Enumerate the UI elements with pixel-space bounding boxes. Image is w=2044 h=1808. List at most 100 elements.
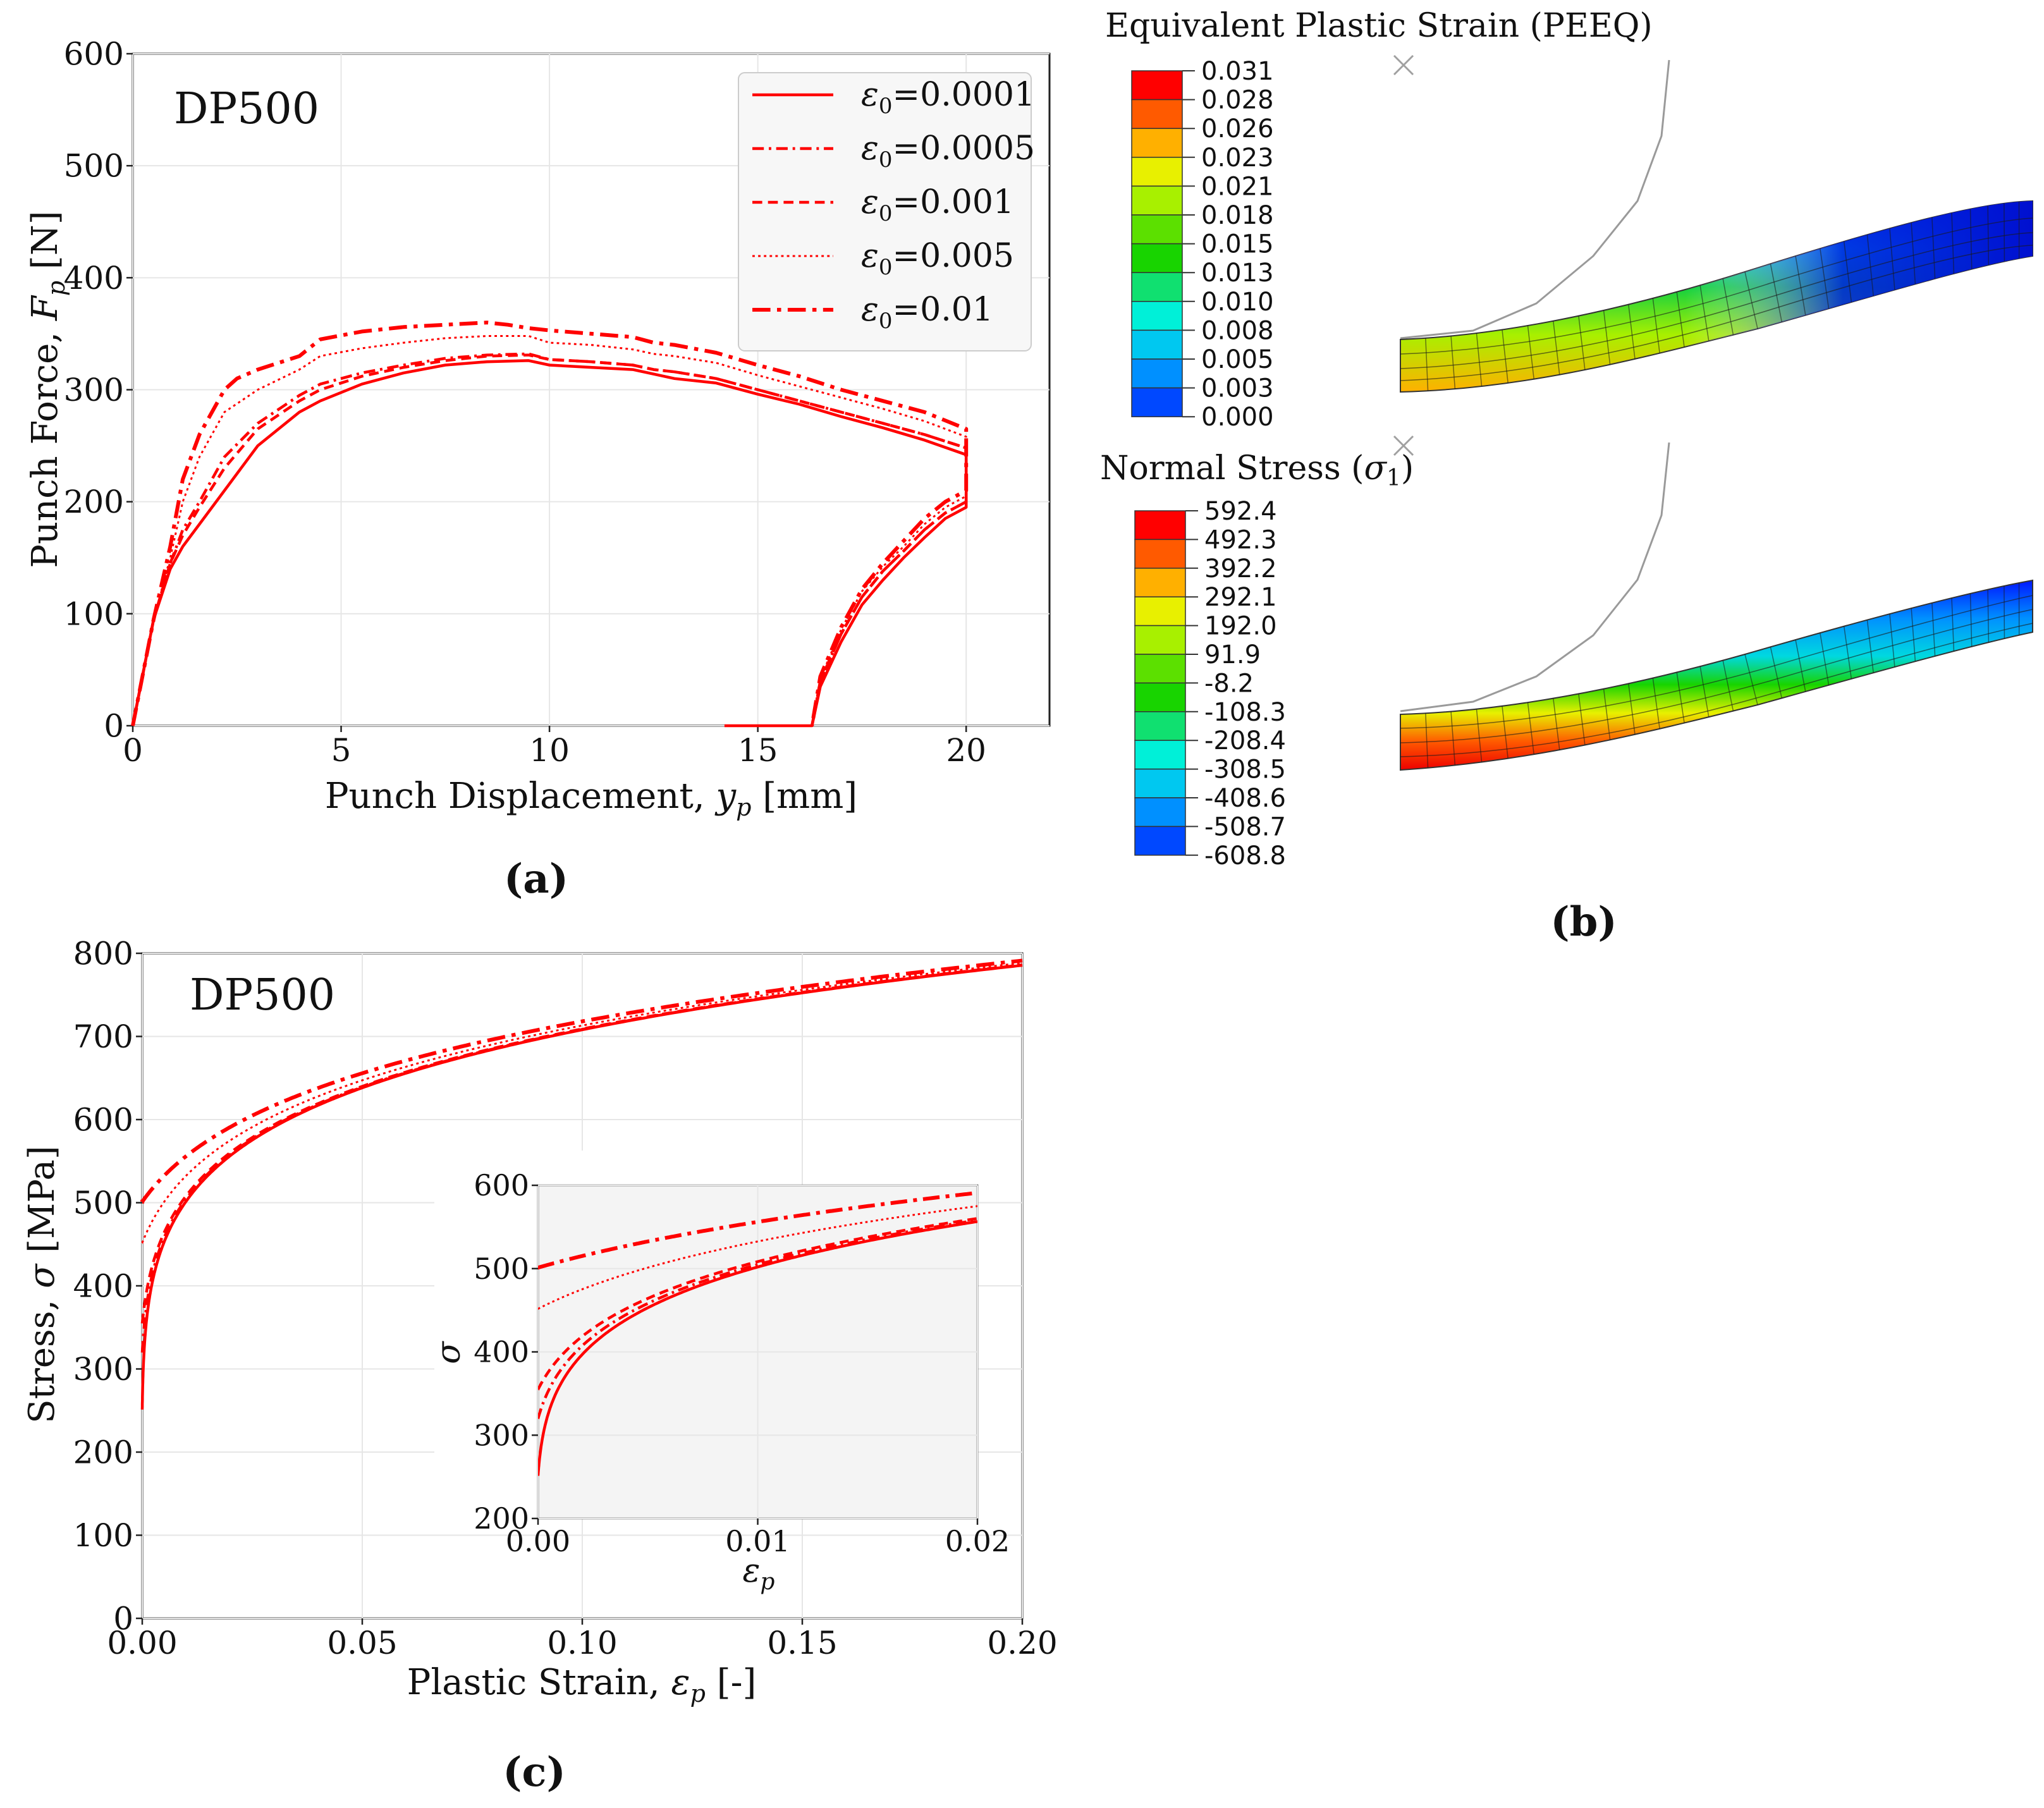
mesh-element-edge [1527, 702, 1534, 755]
inset-series-4 [538, 1205, 977, 1310]
stress-swatch-3 [1134, 568, 1186, 597]
mesh-element-edge [1843, 241, 1852, 303]
inset-ytick-label: 300 [474, 1418, 529, 1452]
panel-a-ytick-label: 300 [64, 372, 124, 408]
mesh-element-edge [1425, 713, 1429, 768]
peeq-swatch-6 [1131, 214, 1183, 245]
inset-ylabel: σ [430, 1341, 468, 1364]
panel-a-series-2 [131, 352, 968, 726]
mesh-element-edge [2004, 203, 2005, 262]
reference-point-2 [1393, 435, 1414, 456]
mesh-element-edge [1699, 666, 1710, 718]
punch-outline-2 [1400, 442, 1670, 712]
peeq-swatch-1 [1131, 70, 1183, 101]
peeq-value-13: 0.000 [1201, 403, 1274, 432]
mesh-element-edge [1628, 304, 1636, 359]
mesh-element-edge [1931, 602, 1936, 656]
inset-series-3 [538, 1217, 977, 1391]
mesh-element-edge [1820, 248, 1830, 309]
peeq-value-11: 0.005 [1201, 345, 1274, 374]
legend-label-5: ε0=0.01 [861, 291, 993, 334]
peeq-value-5: 0.021 [1201, 172, 1274, 201]
panel-a-xlabel: Punch Displacement, yp [mm] [325, 776, 857, 821]
stress-swatch-9 [1134, 740, 1186, 770]
panel-a-xtick-label: 0 [123, 732, 143, 769]
panel-a-series-1 [131, 359, 968, 728]
panel-a-xtick-label: 15 [738, 732, 778, 769]
legend-label-1: ε0=0.0001 [861, 76, 1035, 119]
inset-ytick-label: 200 [474, 1501, 529, 1536]
peeq-value-3: 0.026 [1201, 114, 1274, 144]
inset-xtick-label: 0.01 [725, 1524, 790, 1558]
panel-c-xtick-label: 0.15 [767, 1625, 837, 1661]
stress-value-6: 91.9 [1204, 640, 1261, 669]
stress-swatch-2 [1134, 539, 1186, 569]
panel-c-series-3 [140, 963, 1023, 1324]
mesh-element-edge [1450, 711, 1456, 766]
panel-b-contours: Equivalent Plastic Strain (PEEQ) 0.0310.… [1100, 7, 2033, 946]
panel-a-ytick-label: 600 [64, 36, 124, 73]
panel-c-ytick-label: 500 [73, 1185, 133, 1221]
mesh-element-edge [1676, 291, 1685, 348]
mesh-element-edge [1911, 223, 1916, 284]
peeq-value-2: 0.028 [1201, 86, 1274, 115]
mesh-element-edge [1603, 688, 1611, 740]
stress-swatch-10 [1134, 768, 1186, 798]
peeq-mesh [1393, 54, 2033, 393]
panel-c-series-5 [140, 958, 1023, 1204]
peeq-value-7: 0.015 [1201, 230, 1274, 259]
mesh-element-edge [1951, 598, 1955, 652]
panel-c-xlabel: Plastic Strain, εp [-] [407, 1662, 757, 1707]
peeq-mesh-lines [1400, 217, 2033, 381]
mesh-element-edge [1676, 672, 1685, 723]
mesh-element-edge [1578, 693, 1586, 745]
mesh-element-edge [1652, 298, 1660, 353]
mesh-element-edge [1553, 321, 1560, 375]
mesh-element-edge [1843, 626, 1852, 679]
inset-ytick-label: 400 [474, 1335, 529, 1369]
panel-a-annotation: DP500 [174, 84, 319, 134]
panel-a-series-4 [132, 335, 967, 726]
peeq-swatch-4 [1131, 157, 1183, 187]
inset-xlabel: εp [743, 1552, 775, 1595]
peeq-mesh-verticals [1425, 202, 2020, 391]
panel-a-ytick-label: 400 [64, 260, 124, 296]
panel-c-series-4 [141, 962, 1023, 1244]
peeq-swatch-9 [1131, 301, 1183, 331]
stress-value-10: -308.5 [1204, 755, 1286, 785]
mesh-element-edge [1699, 285, 1710, 341]
mesh-element-edge [1603, 310, 1611, 365]
inset-ytick-label: 500 [474, 1252, 529, 1286]
peeq-strip-overlay [1400, 201, 2033, 392]
panel-c-ytick-label: 400 [73, 1268, 133, 1305]
stress-value-12: -508.7 [1204, 812, 1286, 841]
stress-swatch-5 [1134, 625, 1186, 655]
mesh-element-edge [1502, 705, 1509, 759]
panel-a-xtick-label: 20 [946, 732, 986, 769]
panel-c-chart: 0.00 0.05 0.10 0.15 0.20 0 100 200 300 400 500 600 7… [21, 936, 1058, 1797]
panel-c-ytick-label: 600 [73, 1102, 133, 1139]
panel-c-ytick-label: 0 [113, 1601, 133, 1637]
mesh-element-edge [1744, 271, 1758, 329]
mesh-element-edge [1722, 660, 1734, 711]
mesh-element-edge [1527, 325, 1534, 379]
mesh-element-edge [1770, 647, 1782, 699]
panel-a-caption: (a) [504, 855, 568, 903]
mesh-element-edge [1628, 683, 1636, 735]
panel-c-xtick-label: 0.05 [327, 1625, 397, 1661]
panel-c-ytick-label: 800 [73, 936, 133, 972]
peeq-value-1: 0.031 [1201, 57, 1274, 86]
stress-value-9: -208.4 [1204, 726, 1286, 755]
panel-a-ytick-label: 100 [64, 596, 124, 632]
peeq-value-9: 0.010 [1201, 288, 1274, 317]
mesh-element-edge [1578, 315, 1586, 370]
panel-c-xtick-label: 0.10 [547, 1625, 617, 1661]
mesh-element-edge [1951, 212, 1955, 274]
mesh-element-edge [1722, 278, 1734, 335]
stress-value-7: -8.2 [1204, 669, 1254, 698]
panel-c-ytick-label: 300 [73, 1351, 133, 1388]
stress-swatch-12 [1134, 826, 1186, 856]
peeq-swatch-10 [1131, 329, 1183, 360]
legend-label-2: ε0=0.0005 [861, 130, 1035, 173]
